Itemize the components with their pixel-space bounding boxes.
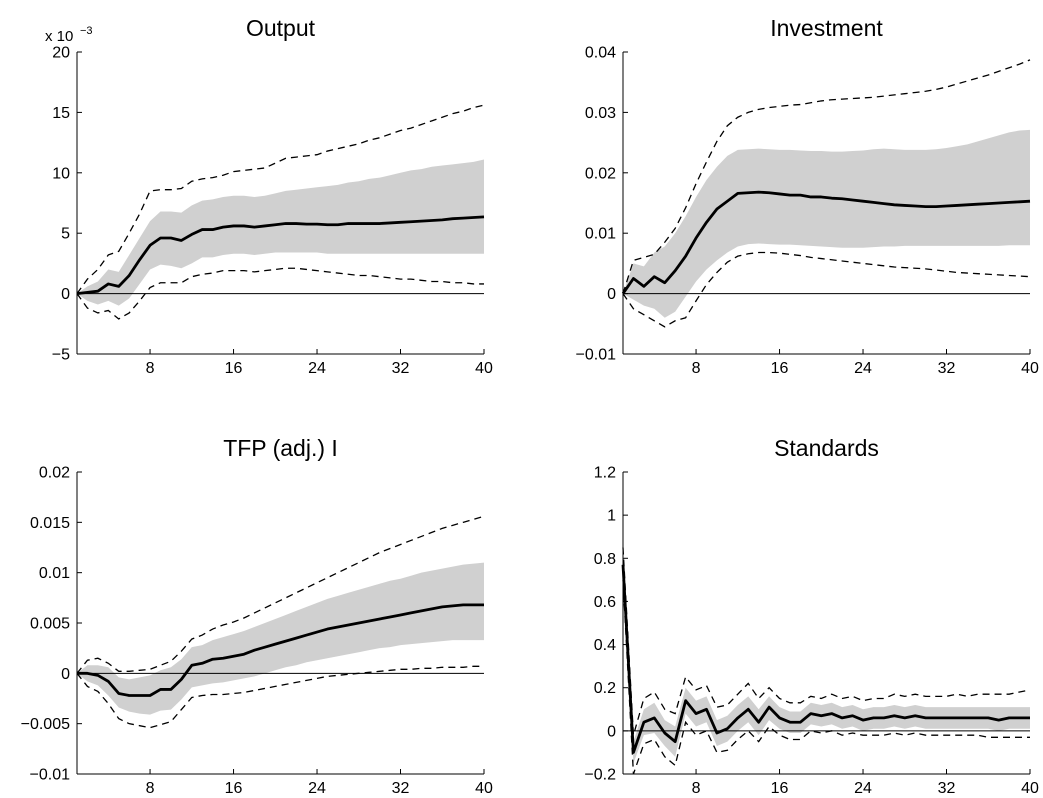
- upper-bound-dashed-line: [622, 547, 1031, 736]
- upper-bound-dashed-line: [76, 515, 485, 674]
- y-tick-label: 0.03: [585, 105, 616, 122]
- y-tick-label: 0.015: [30, 515, 70, 532]
- panel-investment: 8 16 24 32 40 −0.01 0 0.01 0.02 0.03 0.04 Investmen…: [576, 15, 1039, 377]
- y-tick-label: 0.8: [594, 551, 616, 568]
- y-tick-label: 0.04: [585, 45, 616, 62]
- y-tick-label: −0.01: [30, 767, 71, 784]
- x-tick-label: 24: [308, 360, 326, 377]
- axis-multiplier-label: x 10: [45, 28, 73, 45]
- lower-bound-dashed-line: [622, 579, 1030, 775]
- x-tick-label: 16: [771, 360, 789, 377]
- x-tick-label: 16: [771, 780, 789, 797]
- x-tick-label: 32: [938, 780, 956, 797]
- x-tick-label: 24: [854, 360, 872, 377]
- y-tick-label: 0: [607, 286, 616, 303]
- y-tick-label: 0.2: [594, 680, 616, 697]
- panel-title: Investment: [770, 15, 883, 41]
- x-tick-label: 32: [392, 780, 410, 797]
- y-tick-label: −0.01: [576, 347, 617, 364]
- y-tick-label: 0.6: [594, 594, 616, 611]
- median-response-line: [621, 190, 1031, 295]
- x-tick-label: 24: [854, 780, 872, 797]
- x-tick-label: 24: [308, 780, 326, 797]
- lower-bound-dashed-line: [76, 665, 484, 729]
- panel-title: Standards: [774, 435, 879, 461]
- confidence-band: [77, 562, 484, 715]
- x-tick-label: 40: [1021, 360, 1039, 377]
- panel-output: 8 16 24 32 40 −5 0 5 10 15 20 Output x 10 −3: [45, 15, 493, 377]
- median-response-line: [77, 603, 484, 697]
- lower-bound-dashed-line: [76, 267, 484, 320]
- y-tick-label: 1: [607, 508, 616, 525]
- x-tick-label: 8: [146, 780, 155, 797]
- x-tick-label: 16: [225, 360, 243, 377]
- x-tick-label: 8: [146, 360, 155, 377]
- y-tick-label: 0.005: [30, 616, 70, 633]
- y-tick-label: 1.2: [594, 465, 616, 482]
- upper-bound-dashed-line: [622, 59, 1031, 294]
- y-tick-label: −5: [52, 347, 70, 364]
- x-tick-label: 16: [225, 780, 243, 797]
- y-tick-label: 0.4: [594, 637, 616, 654]
- x-tick-label: 40: [475, 780, 493, 797]
- y-tick-label: 0.01: [585, 226, 616, 243]
- lower-bound-dashed-line: [622, 251, 1031, 328]
- x-tick-label: 40: [475, 360, 493, 377]
- y-tick-label: 10: [52, 165, 70, 182]
- y-tick-label: 0: [61, 666, 70, 683]
- confidence-band: [623, 129, 1030, 318]
- y-tick-label: 0.02: [585, 165, 616, 182]
- y-tick-label: 0: [607, 723, 616, 740]
- x-tick-label: 40: [1021, 780, 1039, 797]
- panel-title: TFP (adj.) I: [223, 435, 338, 461]
- x-tick-label: 8: [692, 360, 701, 377]
- median-response-line: [76, 215, 485, 295]
- y-tick-label: 0.02: [39, 465, 70, 482]
- y-tick-label: 15: [52, 105, 70, 122]
- y-tick-label: −0.005: [21, 716, 70, 733]
- upper-bound-dashed-line: [76, 104, 485, 294]
- axis-multiplier-exponent: −3: [80, 25, 93, 37]
- panel-title: Output: [246, 15, 316, 41]
- confidence-band: [77, 159, 484, 306]
- x-tick-label: 32: [938, 360, 956, 377]
- panel-standards: 8 16 24 32 40 −0.2 0 0.2 0.4 0.6 0.8 1 1.2 Standards: [584, 435, 1039, 797]
- y-tick-label: 0: [61, 286, 70, 303]
- y-tick-label: 5: [61, 226, 70, 243]
- y-tick-label: −0.2: [584, 767, 616, 784]
- panel-tfp-adj-i: 8 16 24 32 40 −0.01 −0.005 0 0.005 0.01 0.015 0.02 T…: [21, 435, 493, 797]
- median-response-line: [621, 564, 1030, 754]
- y-tick-label: 0.01: [39, 565, 70, 582]
- confidence-band: [623, 558, 1030, 764]
- x-tick-label: 8: [692, 780, 701, 797]
- x-tick-label: 32: [392, 360, 410, 377]
- y-tick-label: 20: [52, 45, 70, 62]
